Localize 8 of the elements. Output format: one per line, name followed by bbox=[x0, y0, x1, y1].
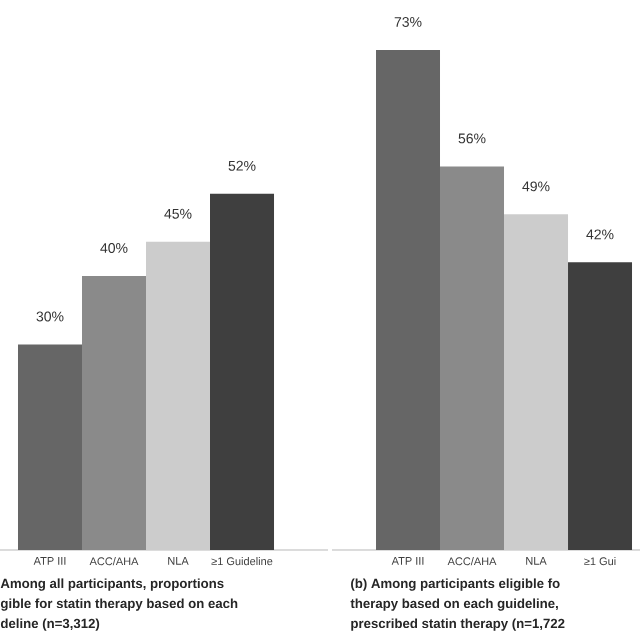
bar bbox=[18, 344, 82, 550]
bar bbox=[146, 241, 211, 550]
bar bbox=[82, 276, 147, 550]
bar bbox=[210, 193, 275, 550]
bar bbox=[440, 166, 505, 550]
bar bbox=[376, 49, 441, 550]
bar bbox=[568, 262, 633, 550]
bar bbox=[504, 214, 569, 550]
